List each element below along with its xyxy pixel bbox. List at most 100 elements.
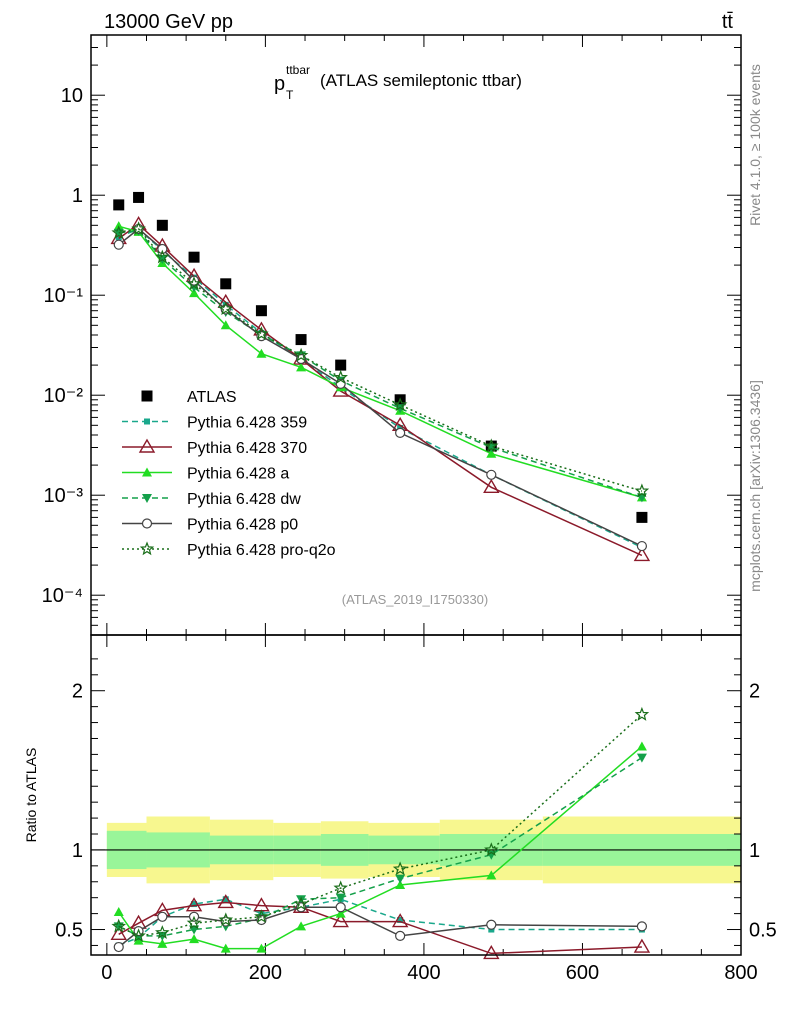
ratio-point-pdw	[296, 895, 307, 905]
ratio-point-pa	[256, 943, 267, 953]
title-subscript: T	[286, 88, 294, 102]
data-point-pq2o	[111, 225, 127, 240]
y-tick-label: 10⁻¹	[44, 285, 84, 307]
x-tick-label: 200	[249, 962, 282, 984]
plot-title: p ttbar T (ATLAS semileptonic ttbar)	[274, 63, 522, 102]
ratio-panel: 0 200 400 600 800 0.5 0.5 1 1 2 2	[55, 634, 777, 984]
legend-item-atlas: ATLAS	[141, 389, 237, 406]
legend-label-pa: Pythia 6.428 a	[187, 466, 289, 483]
y-tick-label-right: 0.5	[749, 920, 777, 942]
ratio-point-pa	[189, 934, 200, 944]
series-line-pq2o	[118, 228, 643, 492]
data-point-atlas	[295, 334, 307, 346]
legend-marker-p359	[144, 418, 150, 425]
legend-item-pq2o: Pythia 6.428 pro-q2o	[122, 541, 336, 559]
ratio-point-pa	[636, 741, 647, 751]
title-superscript: ttbar	[286, 63, 310, 77]
ratio-point-pa	[335, 908, 346, 918]
legend-item-p370: Pythia 6.428 370	[122, 438, 307, 457]
process-label: tt̄	[722, 11, 734, 33]
legend-item-pdw: Pythia 6.428 dw	[122, 491, 301, 508]
data-point-atlas	[636, 511, 648, 523]
data-point-atlas	[188, 251, 200, 263]
data-point-pp0	[636, 540, 648, 552]
ratio-point-pq2o	[218, 912, 234, 927]
data-point-pq2o	[155, 249, 170, 264]
ratio-point-p359	[258, 910, 265, 917]
ratio-point-pq2o	[111, 918, 127, 933]
x-tick-label: 0	[101, 962, 112, 984]
legend-marker-pa	[142, 467, 152, 477]
data-point-p370	[633, 547, 651, 562]
series-line-pdw	[118, 230, 643, 499]
ratio-point-pp0	[395, 930, 406, 941]
ratio-point-p370	[217, 894, 234, 909]
energy-label: 13000 GeV pp	[104, 11, 233, 33]
y-tick-label: 2	[72, 681, 83, 703]
legend-item-p359: Pythia 6.428 359	[122, 415, 307, 432]
data-point-pa	[256, 348, 267, 358]
series-line-p370	[118, 223, 643, 557]
ratio-point-pa	[220, 943, 231, 953]
data-point-pp0	[157, 243, 168, 255]
x-tick-label: 800	[724, 962, 757, 984]
ratio-point-pq2o	[392, 861, 408, 876]
data-point-atlas	[156, 219, 168, 231]
ratio-series-pq2o	[111, 706, 650, 943]
data-point-pp0	[395, 427, 406, 438]
title-text: (ATLAS semileptonic ttbar)	[320, 71, 522, 90]
legend-label-pp0: Pythia 6.428 p0	[187, 517, 298, 534]
ratio-point-pq2o	[254, 909, 269, 923]
legend-marker-p370	[138, 438, 156, 453]
ratio-point-pa	[395, 879, 406, 889]
data-point-pq2o	[218, 301, 234, 316]
ratio-point-pp0	[636, 921, 648, 932]
legend-marker-pp0	[141, 518, 153, 529]
y-tick-label: 0.5	[55, 920, 83, 942]
ratio-point-p370	[483, 945, 500, 960]
data-point-pq2o	[186, 276, 202, 291]
legend-item-pp0: Pythia 6.428 p0	[122, 517, 298, 534]
ratio-point-pa	[157, 938, 168, 948]
y-tick-label-right: 2	[749, 681, 760, 703]
y-tick-label: 10⁻³	[44, 485, 84, 507]
legend-label-pq2o: Pythia 6.428 pro-q2o	[187, 542, 336, 559]
ratio-point-p370	[633, 938, 651, 953]
data-point-pa	[220, 320, 231, 330]
data-point-pq2o	[293, 347, 309, 362]
rivet-label: Rivet 4.1.0, ≥ 100k events	[747, 64, 763, 226]
legend-label-pdw: Pythia 6.428 dw	[187, 491, 301, 508]
ratio-point-pp0	[335, 902, 346, 913]
ratio-line-pdw	[118, 756, 643, 937]
ratio-point-p359	[191, 901, 198, 908]
data-point-atlas	[133, 191, 145, 203]
data-point-atlas	[335, 359, 347, 371]
data-point-pq2o	[333, 369, 348, 384]
y-tick-label: 1	[72, 185, 83, 207]
data-point-pq2o	[254, 326, 269, 341]
ratio-line-pq2o	[118, 714, 643, 937]
title-symbol: p	[274, 73, 285, 95]
legend-marker-atlas	[141, 390, 153, 402]
ratio-point-pa	[486, 870, 497, 880]
series-pq2o	[111, 221, 650, 498]
legend: ATLAS Pythia 6.428 359 Pythia 6.428 370 Pyt…	[122, 389, 336, 559]
data-point-atlas	[255, 305, 267, 317]
ratio-point-p370	[110, 925, 127, 941]
ratio-point-p370	[332, 913, 349, 928]
data-point-p370	[483, 478, 500, 493]
series-pdw	[113, 226, 647, 503]
ratio-point-pq2o	[293, 896, 309, 911]
ratio-frame	[90, 634, 742, 956]
ratio-point-pq2o	[634, 706, 650, 721]
data-point-pq2o	[392, 397, 408, 412]
data-point-pa	[296, 362, 307, 372]
ratio-point-pq2o	[186, 915, 202, 930]
data-point-pa	[486, 448, 497, 458]
legend-marker-pq2o	[139, 541, 155, 556]
main-panel: 10 1 10⁻¹ 10⁻² 10⁻³ 10⁻⁴	[42, 34, 742, 636]
series-pa	[113, 221, 647, 502]
ratio-point-pp0	[113, 941, 124, 953]
legend-marker-pdw	[142, 494, 152, 503]
